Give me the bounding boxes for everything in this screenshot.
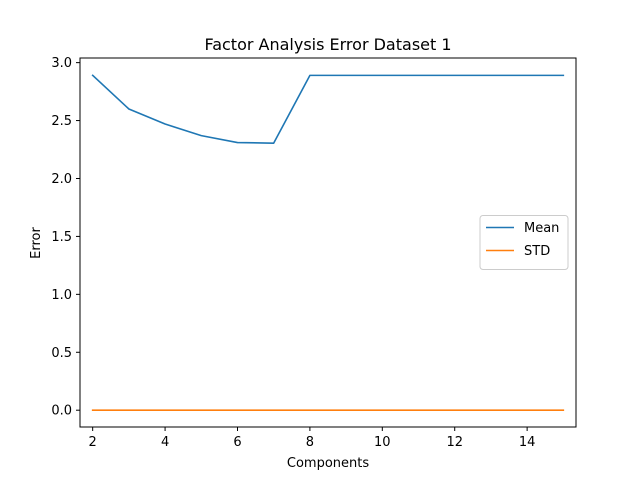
y-tick-label: 1.0 (51, 288, 72, 303)
y-tick-label: 3.0 (51, 56, 72, 71)
x-tick-label: 10 (374, 435, 391, 450)
x-tick-label: 6 (233, 435, 241, 450)
y-axis-label: Error (29, 227, 44, 259)
y-tick-label: 0.5 (51, 346, 72, 361)
legend: Mean STD (479, 215, 569, 270)
x-tick-label: 2 (89, 435, 97, 450)
y-tick-label: 2.5 (51, 114, 72, 129)
x-tick-label: 4 (161, 435, 169, 450)
y-tick-label: 0.0 (51, 404, 72, 419)
plot-area (91, 74, 565, 412)
x-tick-label: 8 (306, 435, 314, 450)
y-tick-label: 2.0 (51, 172, 72, 187)
legend-label-mean: Mean (524, 221, 559, 236)
x-tick-label: 12 (446, 435, 463, 450)
axes-frame (79, 57, 577, 428)
x-axis-label: Components (287, 456, 369, 471)
chart-title: Factor Analysis Error Dataset 1 (204, 35, 451, 54)
y-tick-label: 1.5 (51, 230, 72, 245)
legend-label-std: STD (524, 244, 550, 259)
x-tick-label: 14 (519, 435, 536, 450)
legend-box (479, 215, 569, 270)
series-line-mean (91, 74, 565, 144)
